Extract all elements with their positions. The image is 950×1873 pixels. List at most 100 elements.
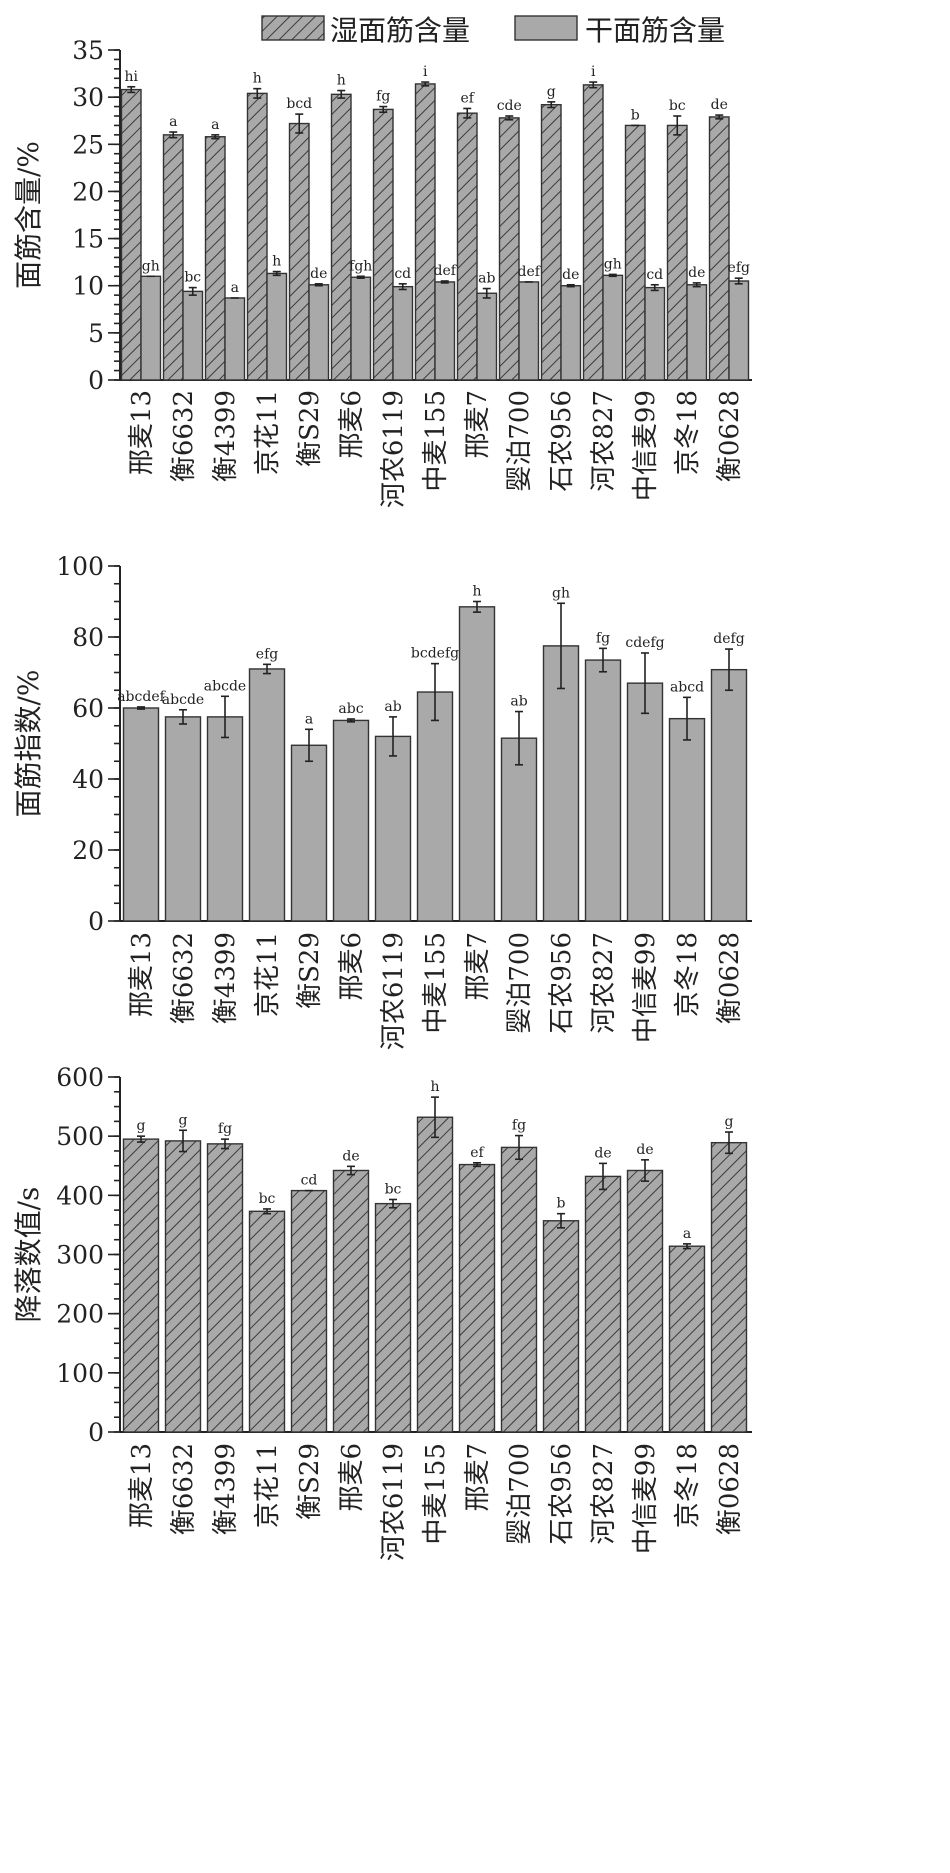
bar [120,88,142,381]
bar [392,285,414,381]
significance-label: bcd [286,96,312,112]
significance-label: ef [461,90,476,106]
bar [540,103,562,381]
y-tick-label: 60 [72,694,104,723]
category-label: 河农827 [589,932,619,1034]
bar [308,284,330,381]
significance-label: de [594,1145,611,1161]
significance-label: de [636,1142,653,1158]
significance-label: de [310,266,327,282]
legend-swatch [514,15,578,41]
significance-label: cd [646,267,663,283]
category-label: 衡0628 [715,932,745,1024]
significance-label: bc [259,1191,276,1207]
significance-label: g [179,1112,188,1128]
y-tick-label: 500 [56,1122,104,1151]
significance-label: h [430,1079,439,1095]
y-tick-label: 100 [56,552,104,581]
bar [288,122,310,381]
bar [164,716,202,922]
bar [458,1163,496,1433]
bar [584,659,622,922]
y-tick-label: 30 [72,83,104,112]
bar [416,1116,454,1433]
category-label: 婴泊700 [505,390,535,492]
category-label: 衡S29 [295,1443,325,1520]
significance-label: def [434,263,458,279]
bar [708,116,730,381]
bar [456,112,478,381]
legend-label: 干面筋含量 [585,14,725,47]
bar [122,1138,160,1433]
category-label: 婴泊700 [505,932,535,1034]
significance-label: fgh [349,258,372,274]
y-tick-label: 40 [72,765,104,794]
category-label: 中麦155 [421,390,451,492]
bar [204,136,226,381]
category-label: 中麦155 [421,1443,451,1545]
significance-label: gh [552,585,570,601]
y-axis-title: 降落数值/s [12,1187,45,1323]
significance-label: defg [713,631,744,647]
significance-label: cd [394,266,411,282]
significance-label: abcd [670,679,704,695]
significance-label: de [688,265,705,281]
significance-label: hi [125,69,139,85]
y-tick-label: 20 [72,836,104,865]
significance-label: ab [478,271,495,287]
significance-label: i [423,64,428,80]
significance-label: a [231,280,239,296]
significance-label: b [557,1196,566,1212]
category-label: 衡6632 [169,390,199,482]
significance-label: de [562,267,579,283]
significance-label: cdefg [625,635,664,651]
significance-label: de [711,97,728,113]
y-tick-label: 25 [72,130,104,159]
y-tick-label: 0 [88,366,104,395]
bar [290,1189,328,1433]
bar [248,668,286,922]
bar [518,281,540,381]
bar [728,280,750,381]
bar [710,668,748,922]
category-label: 婴泊700 [505,1443,535,1545]
category-label: 河农6119 [379,932,409,1050]
bar [414,83,436,381]
significance-label: abcde [204,678,246,694]
bar [224,297,246,381]
significance-label: bc [184,270,201,286]
bar [374,1202,412,1433]
y-tick-label: 80 [72,623,104,652]
y-tick-label: 300 [56,1241,104,1270]
significance-label: def [518,264,542,280]
significance-label: de [342,1148,359,1164]
category-label: 中信麦99 [631,1443,661,1554]
category-label: 衡6632 [169,1443,199,1535]
category-label: 河农6119 [379,1443,409,1561]
bar [374,735,412,922]
bar [668,717,706,922]
y-tick-label: 5 [88,319,104,348]
bar [246,92,268,381]
legend-swatch [261,15,325,41]
significance-label: gh [604,256,622,272]
category-label: 衡0628 [715,390,745,482]
bar [668,1245,706,1433]
category-label: 京花11 [253,1443,283,1528]
bar [666,124,688,381]
bar [206,1143,244,1433]
category-label: 衡4399 [211,390,241,482]
category-label: 邢麦7 [463,390,493,459]
significance-label: efg [728,260,750,276]
bar [122,707,160,922]
bar [710,1141,748,1433]
y-tick-label: 20 [72,177,104,206]
bar [372,108,394,381]
y-tick-label: 400 [56,1181,104,1210]
significance-label: ab [384,699,401,715]
y-tick-label: 0 [88,1418,104,1447]
significance-label: h [472,584,481,600]
category-label: 邢麦6 [337,1443,367,1512]
significance-label: fg [218,1121,232,1137]
